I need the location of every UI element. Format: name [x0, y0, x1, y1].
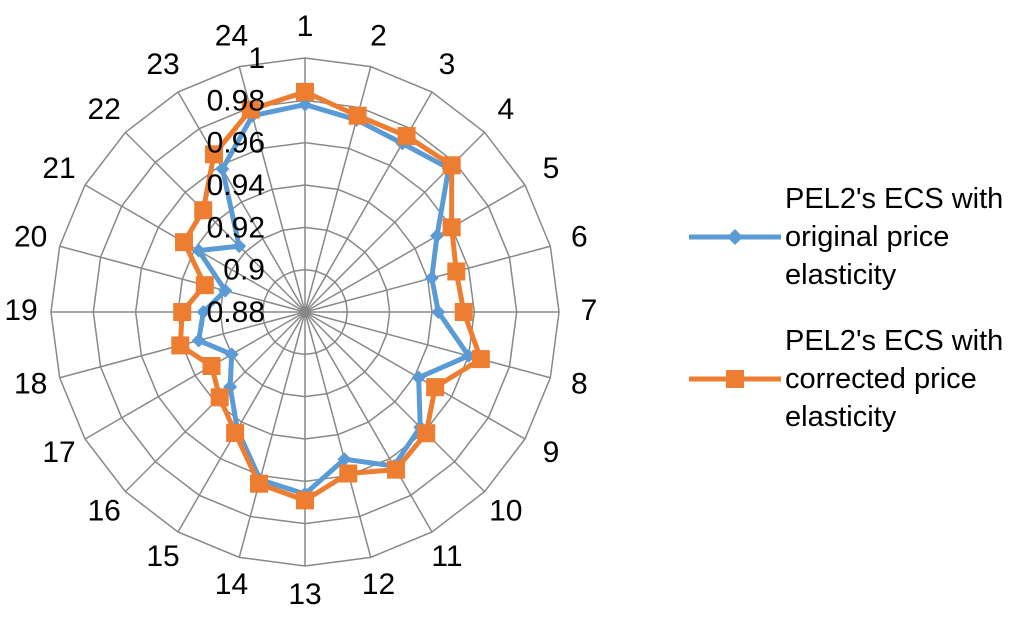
- category-label: 17: [42, 436, 75, 469]
- category-label: 24: [215, 20, 248, 53]
- category-label: 10: [489, 495, 522, 528]
- marker: [173, 303, 192, 321]
- category-label: 15: [146, 540, 179, 573]
- marker: [337, 452, 352, 467]
- marker: [397, 127, 416, 146]
- marker: [215, 162, 230, 177]
- marker: [454, 303, 473, 321]
- legend-item: PEL2's ECS with corrected price elastici…: [685, 322, 1020, 436]
- legend-item: PEL2's ECS with original price elasticit…: [685, 180, 1020, 294]
- y-tick-label: 1: [248, 42, 265, 75]
- marker: [171, 336, 190, 355]
- marker: [224, 347, 239, 362]
- category-label: 13: [288, 578, 321, 611]
- marker: [175, 233, 194, 252]
- marker: [191, 243, 206, 258]
- category-label: 22: [87, 93, 120, 126]
- y-tick-label: 0.88: [207, 296, 265, 329]
- marker: [196, 305, 211, 319]
- marker: [241, 100, 260, 119]
- spoke: [124, 131, 306, 313]
- legend-marker: [727, 229, 743, 245]
- spoke: [177, 311, 306, 533]
- spoke: [304, 311, 551, 379]
- y-tick-label: 0.98: [207, 84, 265, 117]
- category-label: 20: [14, 220, 47, 253]
- marker: [194, 201, 213, 220]
- legend-swatch: [689, 229, 781, 245]
- marker: [249, 474, 268, 493]
- category-label: 1: [297, 10, 314, 43]
- marker: [442, 218, 461, 237]
- marker: [411, 370, 426, 385]
- category-label: 18: [14, 367, 47, 400]
- marker: [298, 97, 312, 112]
- marker: [417, 424, 436, 443]
- y-tick-label: 0.96: [207, 127, 265, 160]
- y-tick-label: 0.94: [207, 169, 265, 202]
- marker: [232, 239, 247, 254]
- category-label: 14: [215, 568, 248, 601]
- marker: [424, 271, 439, 286]
- category-label: 3: [439, 48, 456, 81]
- y-tick-label: 0.92: [207, 211, 265, 244]
- spoke: [304, 311, 433, 533]
- marker: [226, 423, 245, 442]
- marker: [296, 491, 314, 510]
- marker: [348, 106, 367, 125]
- legend: PEL2's ECS with original price elasticit…: [685, 180, 1020, 464]
- category-label: 19: [4, 294, 37, 327]
- chart: 1 234567891011121314151617181920212223240…: [4, 10, 598, 611]
- marker: [447, 262, 466, 281]
- spoke: [177, 91, 306, 313]
- spoke: [238, 311, 306, 558]
- legend-label: PEL2's ECS with corrected price elastici…: [785, 325, 1004, 433]
- category-label: 8: [571, 367, 588, 400]
- spoke: [304, 311, 486, 493]
- legend-label: PEL2's ECS with original price elasticit…: [785, 183, 1004, 291]
- category-label: 21: [42, 152, 75, 185]
- category-label: 2: [370, 20, 387, 53]
- category-label: 9: [543, 436, 560, 469]
- legend-swatch: [689, 370, 781, 388]
- marker: [429, 228, 444, 243]
- marker: [387, 460, 406, 479]
- marker: [339, 464, 358, 483]
- category-label: 6: [571, 220, 588, 253]
- marker: [431, 305, 446, 319]
- category-label: 11: [431, 540, 462, 573]
- marker: [442, 156, 461, 175]
- marker: [296, 82, 314, 101]
- marker: [471, 350, 490, 369]
- marker: [426, 378, 445, 397]
- spoke: [304, 311, 372, 558]
- spoke: [59, 245, 306, 313]
- category-label: 4: [497, 93, 514, 126]
- marker: [202, 356, 221, 375]
- legend-marker: [726, 370, 744, 388]
- marker: [195, 276, 214, 295]
- category-label: 23: [146, 48, 179, 81]
- category-label: 5: [543, 152, 560, 185]
- marker: [218, 283, 233, 298]
- marker: [191, 333, 206, 348]
- spoke: [304, 66, 372, 313]
- marker: [210, 388, 229, 407]
- category-label: 16: [87, 495, 120, 528]
- y-tick-label: 0.9: [223, 254, 265, 287]
- category-label: 7: [581, 294, 598, 327]
- spoke: [84, 311, 306, 440]
- marker: [204, 145, 223, 164]
- spoke: [304, 184, 526, 313]
- category-label: 12: [362, 568, 395, 601]
